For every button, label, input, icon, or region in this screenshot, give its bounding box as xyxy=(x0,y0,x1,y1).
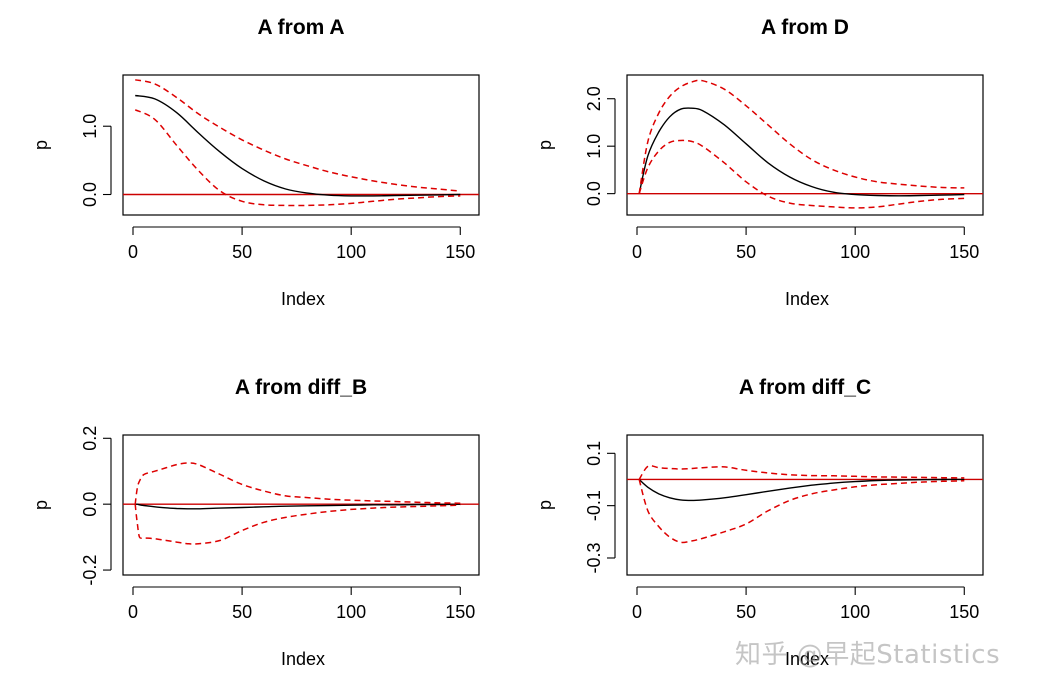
series-estimate-line xyxy=(135,503,461,510)
x-tick-label: 50 xyxy=(736,242,756,262)
series-lower-line xyxy=(638,479,965,544)
y-tick-label: 2.0 xyxy=(584,86,604,111)
y-tick-label: 0.1 xyxy=(584,441,604,466)
x-tick-label: 100 xyxy=(336,242,366,262)
plot-area xyxy=(627,464,983,544)
y-axis-label: p xyxy=(535,140,555,150)
x-tick-label: 150 xyxy=(445,602,475,622)
x-tick-label: 150 xyxy=(949,242,979,262)
x-tick-label: 50 xyxy=(232,242,252,262)
y-tick-label: 0.0 xyxy=(80,182,100,207)
x-axis-label: Index xyxy=(785,289,829,309)
x-axis-label: Index xyxy=(281,649,325,669)
x-tick-label: 150 xyxy=(949,602,979,622)
y-tick-label: -0.1 xyxy=(584,490,604,521)
chart-title: A from diff_B xyxy=(235,376,367,399)
panel-3: A from diff_B 0 50 100 150 Index -0.2 0.0 0.2 p xyxy=(31,376,480,669)
x-tick-label: 100 xyxy=(840,602,870,622)
y-axis-label: p xyxy=(31,500,51,510)
chart-title: A from diff_C xyxy=(739,376,871,399)
x-tick-label: 100 xyxy=(840,242,870,262)
panel-1: A from A 0 50 100 150 Index 0.0 1.0 p xyxy=(31,16,480,309)
y-tick-label: 0.0 xyxy=(584,181,604,206)
series-upper-line xyxy=(638,464,965,480)
y-tick-label: -0.2 xyxy=(80,555,100,586)
x-tick-label: 100 xyxy=(336,602,366,622)
series-lower-line xyxy=(638,139,965,209)
x-tick-label: 50 xyxy=(736,602,756,622)
x-tick-label: 0 xyxy=(632,242,642,262)
panel-2: A from D 0 50 100 150 Index 0.0 1.0 2.0 p xyxy=(535,16,984,309)
y-tick-label: 0.0 xyxy=(80,492,100,517)
series-estimate-line xyxy=(638,478,965,502)
x-tick-label: 150 xyxy=(445,242,475,262)
series-upper-line xyxy=(135,79,461,192)
series-estimate-line xyxy=(638,107,965,197)
chart-title: A from D xyxy=(761,16,849,39)
y-axis-label: p xyxy=(31,140,51,150)
series-estimate-line xyxy=(135,94,461,197)
y-tick-label: 1.0 xyxy=(584,134,604,159)
plot-frame xyxy=(122,434,480,576)
x-axis-label: Index xyxy=(785,649,829,669)
chart-title: A from A xyxy=(257,16,344,39)
y-tick-label: 0.2 xyxy=(80,426,100,451)
plot-area xyxy=(123,462,479,545)
plot-area xyxy=(123,79,479,207)
plot-frame xyxy=(626,74,984,216)
x-tick-label: 50 xyxy=(232,602,252,622)
series-upper-line xyxy=(134,462,461,505)
x-axis-label: Index xyxy=(281,289,325,309)
x-tick-label: 0 xyxy=(128,242,138,262)
series-lower-line xyxy=(134,109,461,207)
plot-frame xyxy=(626,434,984,576)
plot-area xyxy=(627,79,983,209)
series-upper-line xyxy=(638,79,965,194)
plot-frame xyxy=(122,74,480,216)
series-lower-line xyxy=(134,504,461,545)
y-axis-label: p xyxy=(535,500,555,510)
y-tick-label: -0.3 xyxy=(584,542,604,573)
x-tick-label: 0 xyxy=(128,602,138,622)
watermark-text: 知乎 @早起Statistics xyxy=(735,640,1001,670)
x-tick-label: 0 xyxy=(632,602,642,622)
panel-4: A from diff_C 0 50 100 150 Index -0.3 -0.1 0.1 p xyxy=(535,376,984,669)
y-tick-label: 1.0 xyxy=(80,114,100,139)
